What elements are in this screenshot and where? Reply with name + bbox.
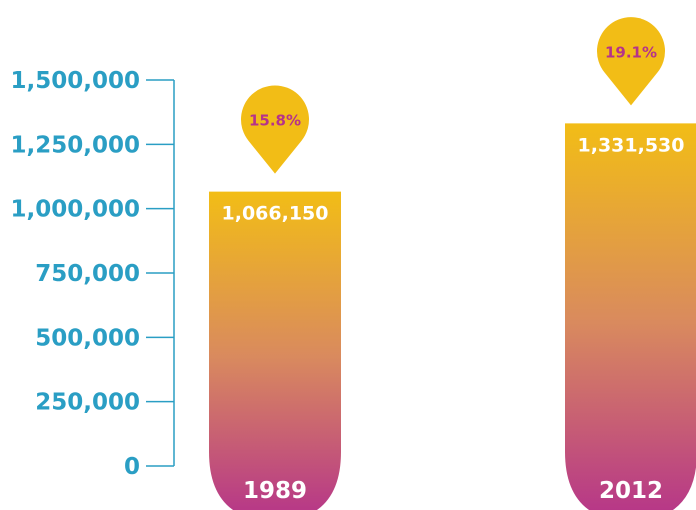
y-tick-label: 1,250,000 — [11, 132, 141, 158]
y-tick-label: 1,000,000 — [11, 197, 141, 223]
y-tick-label: 500,000 — [35, 325, 140, 351]
bar-1989 — [209, 191, 341, 510]
y-tick-label: 250,000 — [35, 390, 140, 416]
y-axis: 0 250,000 500,000 750,000 1,000,000 1,250,000… — [11, 68, 175, 480]
percent-label: 19.1% — [605, 43, 657, 61]
percent-pin — [597, 17, 665, 106]
y-tick-label: 0 — [124, 454, 140, 480]
bar-category-label: 2012 — [599, 478, 663, 504]
bar-value-label: 1,331,530 — [578, 134, 685, 156]
bars-group: 1,066,150 1989 15.8% 1,331,530 2012 19.1% — [209, 17, 696, 510]
bar-2012 — [565, 123, 696, 510]
y-tick-label: 1,500,000 — [11, 68, 141, 94]
y-tick-label: 750,000 — [35, 261, 140, 287]
bar-value-label: 1,066,150 — [222, 203, 329, 225]
percent-pin — [240, 85, 309, 174]
percent-label: 15.8% — [249, 112, 301, 130]
bar-category-label: 1989 — [243, 478, 307, 504]
